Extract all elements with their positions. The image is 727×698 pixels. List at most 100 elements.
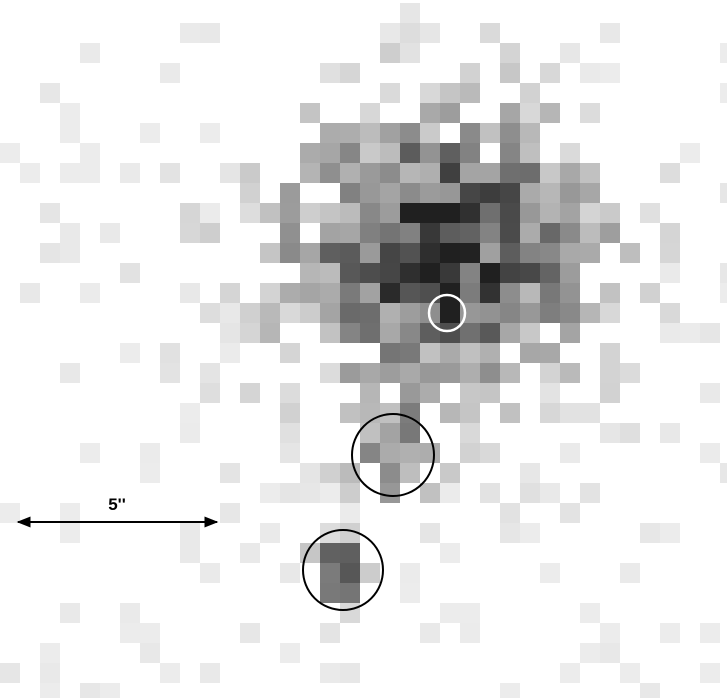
- pixel: [220, 343, 240, 363]
- pixel: [700, 623, 720, 643]
- pixel: [660, 523, 680, 543]
- pixel: [200, 203, 220, 223]
- pixel: [520, 243, 540, 263]
- pixel: [420, 163, 440, 183]
- pixel: [560, 503, 580, 523]
- pixel: [400, 403, 420, 423]
- pixel: [560, 43, 580, 63]
- pixel: [20, 163, 40, 183]
- pixel: [540, 243, 560, 263]
- pixel: [400, 303, 420, 323]
- pixel: [500, 143, 520, 163]
- pixel: [320, 583, 340, 603]
- pixel: [420, 623, 440, 643]
- pixel: [580, 203, 600, 223]
- pixel: [560, 143, 580, 163]
- pixel: [680, 323, 700, 343]
- pixel: [580, 483, 600, 503]
- pixel: [560, 303, 580, 323]
- pixel: [660, 623, 680, 643]
- pixel: [600, 383, 620, 403]
- pixel: [460, 223, 480, 243]
- pixel: [720, 263, 727, 283]
- pixel: [280, 443, 300, 463]
- pixel: [620, 663, 640, 683]
- pixel: [200, 303, 220, 323]
- pixel: [500, 303, 520, 323]
- pixel: [420, 103, 440, 123]
- pixel: [540, 383, 560, 403]
- pixel: [300, 463, 320, 483]
- pixel: [320, 663, 340, 683]
- pixel: [600, 203, 620, 223]
- pixel: [660, 243, 680, 263]
- pixel: [640, 283, 660, 303]
- pixel: [460, 263, 480, 283]
- pixel: [240, 543, 260, 563]
- pixel: [380, 403, 400, 423]
- pixel: [600, 363, 620, 383]
- pixel: [640, 203, 660, 223]
- pixel: [400, 3, 420, 23]
- pixel: [420, 123, 440, 143]
- pixel: [340, 143, 360, 163]
- pixel: [520, 223, 540, 243]
- pixel: [160, 63, 180, 83]
- pixel: [480, 23, 500, 43]
- pixel: [300, 143, 320, 163]
- pixel: [340, 223, 360, 243]
- pixel: [340, 63, 360, 83]
- pixel: [580, 223, 600, 243]
- pixel: [500, 363, 520, 383]
- pixel: [500, 203, 520, 223]
- pixel: [280, 203, 300, 223]
- pixel: [500, 163, 520, 183]
- pixel: [500, 123, 520, 143]
- pixel: [580, 403, 600, 423]
- pixel: [80, 143, 100, 163]
- pixel: [580, 243, 600, 263]
- pixel: [340, 123, 360, 143]
- pixel: [700, 663, 720, 683]
- pixel: [580, 63, 600, 83]
- pixel: [460, 203, 480, 223]
- pixel: [280, 183, 300, 203]
- pixel: [600, 223, 620, 243]
- pixel: [60, 163, 80, 183]
- pixel: [320, 163, 340, 183]
- pixel: [320, 563, 340, 583]
- pixel: [160, 343, 180, 363]
- pixel: [180, 283, 200, 303]
- pixel: [400, 323, 420, 343]
- pixel: [280, 563, 300, 583]
- pixel: [540, 183, 560, 203]
- pixel: [380, 183, 400, 203]
- pixel: [460, 183, 480, 203]
- pixel: [500, 183, 520, 203]
- pixel: [320, 323, 340, 343]
- pixel: [480, 323, 500, 343]
- pixel: [180, 423, 200, 443]
- pixel: [140, 443, 160, 463]
- pixel: [580, 643, 600, 663]
- pixel: [220, 303, 240, 323]
- pixel: [400, 263, 420, 283]
- pixel: [480, 183, 500, 203]
- pixel: [200, 23, 220, 43]
- pixel: [380, 243, 400, 263]
- pixel: [440, 243, 460, 263]
- pixel: [500, 523, 520, 543]
- pixel: [300, 163, 320, 183]
- pixel: [260, 243, 280, 263]
- pixel: [700, 443, 720, 463]
- pixel: [0, 503, 20, 523]
- pixel: [360, 103, 380, 123]
- pixel: [180, 23, 200, 43]
- pixel: [560, 663, 580, 683]
- pixel: [560, 443, 580, 463]
- pixel: [220, 323, 240, 343]
- pixel: [480, 343, 500, 363]
- pixel: [460, 83, 480, 103]
- pixel: [400, 243, 420, 263]
- pixel: [280, 423, 300, 443]
